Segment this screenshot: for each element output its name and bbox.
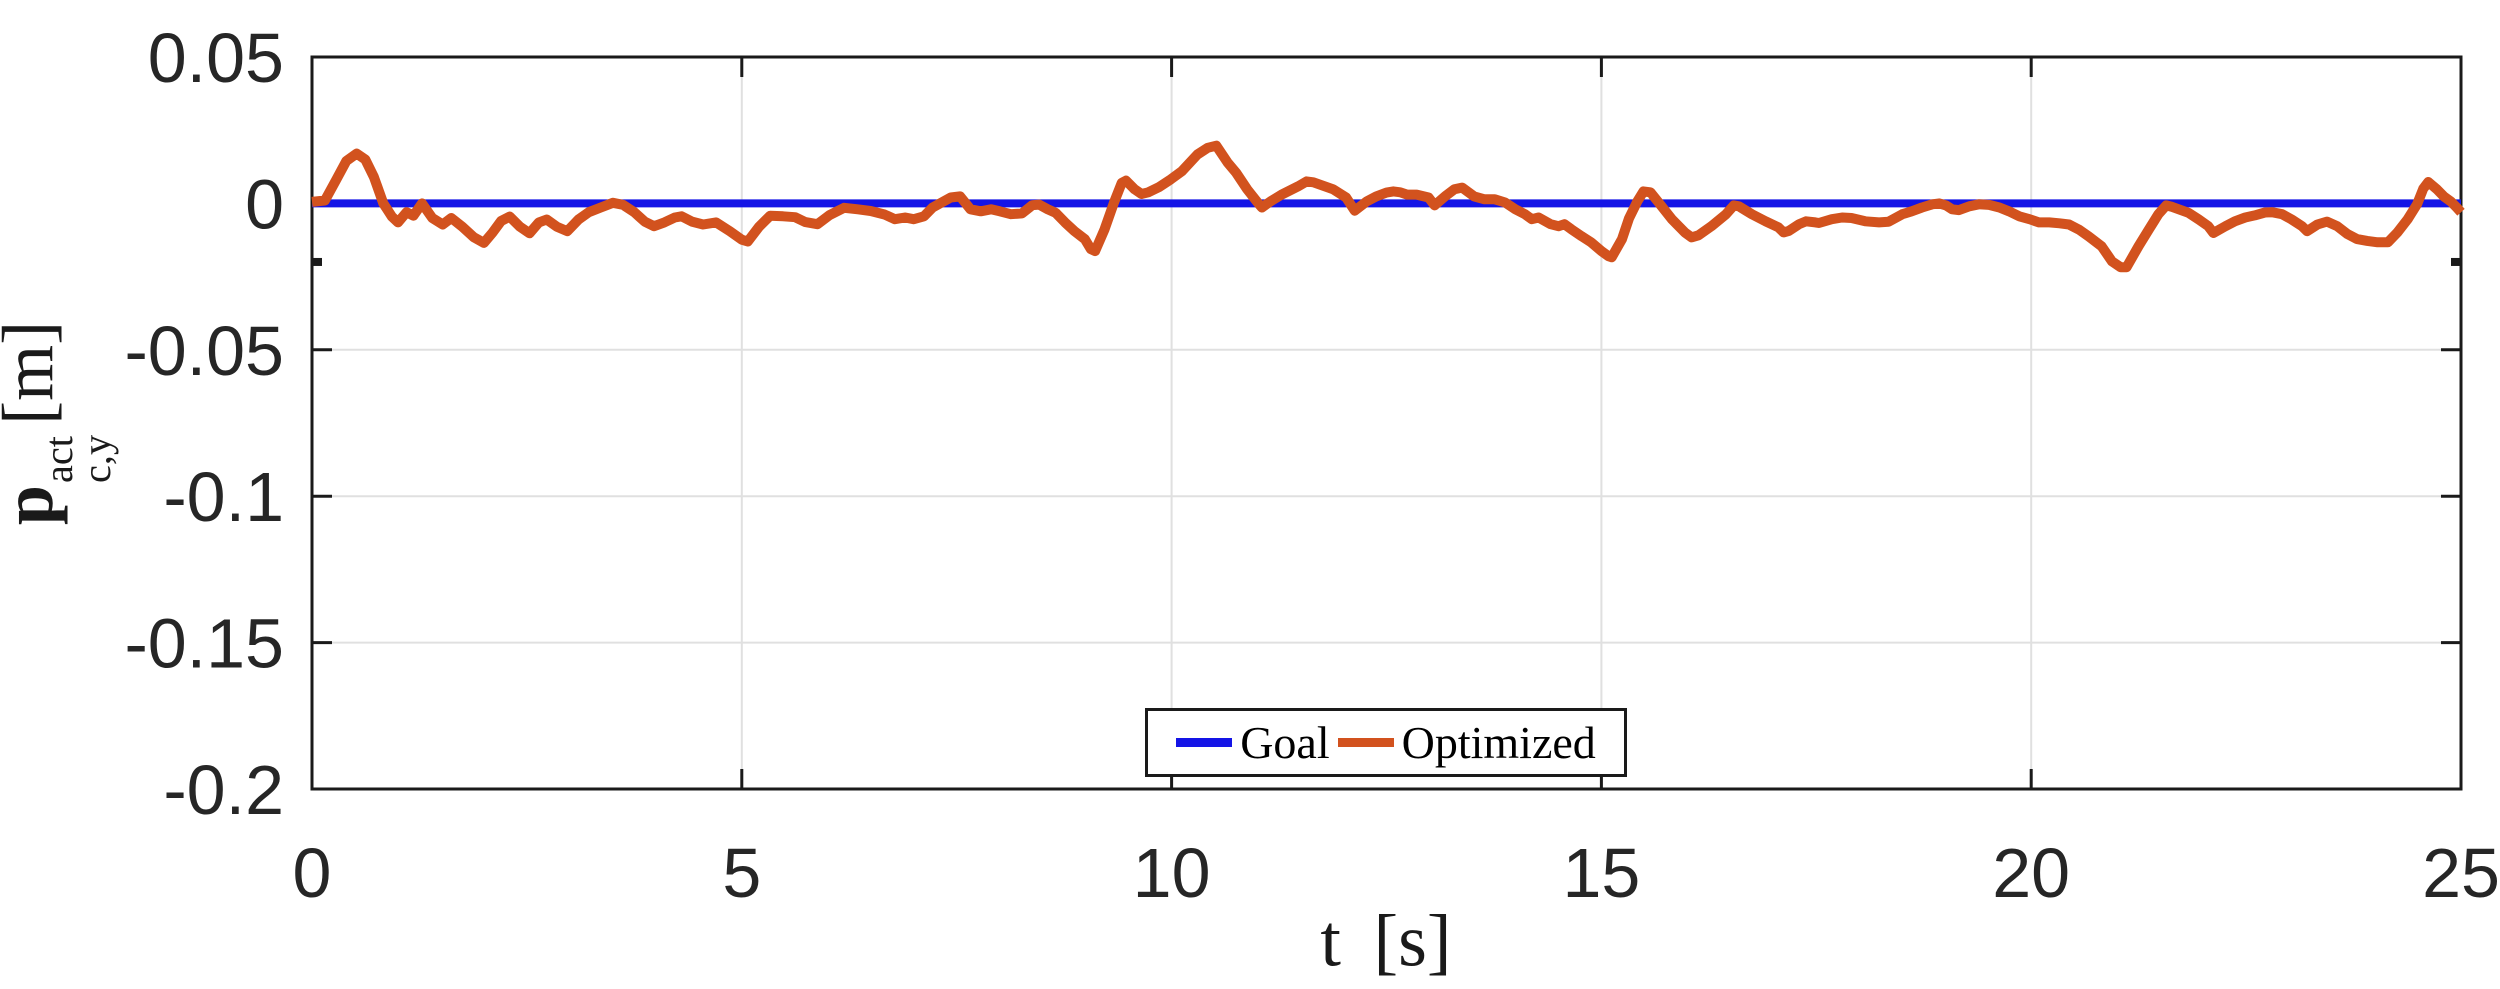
x-tick-label: 10: [1133, 834, 1211, 912]
y-tick-label: -0.1: [163, 458, 284, 536]
legend: Goal Optimized: [1145, 708, 1627, 777]
legend-entry-optimized: Optimized: [1337, 716, 1596, 768]
legend-entry-goal: Goal: [1176, 716, 1330, 768]
optimized-line-sample: [1337, 738, 1394, 747]
x-tick-label: 0: [293, 834, 332, 912]
y-axis-label-supsub: act c,y: [36, 434, 120, 484]
y-tick-label: -0.15: [124, 605, 284, 683]
x-tick-label: 20: [1992, 834, 2070, 912]
axis-box: [310, 55, 2463, 791]
y-axis-label-subscript: c,y: [74, 434, 120, 484]
series-line-optimized: [311, 140, 2465, 273]
goal-line-sample: [1176, 738, 1233, 747]
legend-label-optimized: Optimized: [1401, 716, 1596, 768]
y-tick-label: 0.05: [148, 19, 284, 97]
y-axis-label-unit: [m]: [0, 320, 69, 425]
x-axis-label: t [s]: [1320, 900, 1452, 983]
x-tick-label: 15: [1562, 834, 1640, 912]
y-axis-label-superscript: act: [36, 436, 82, 484]
legend-label-goal: Goal: [1240, 716, 1330, 768]
y-tick-label: -0.05: [124, 312, 284, 390]
y-tick-label: -0.2: [163, 751, 284, 829]
y-axis-label: pactc,y[m]: [0, 320, 120, 525]
x-tick-label: 25: [2422, 834, 2500, 912]
y-axis-label-symbol: p: [0, 485, 68, 525]
y-tick-label: 0: [245, 165, 284, 243]
x-tick-label: 5: [722, 834, 761, 912]
